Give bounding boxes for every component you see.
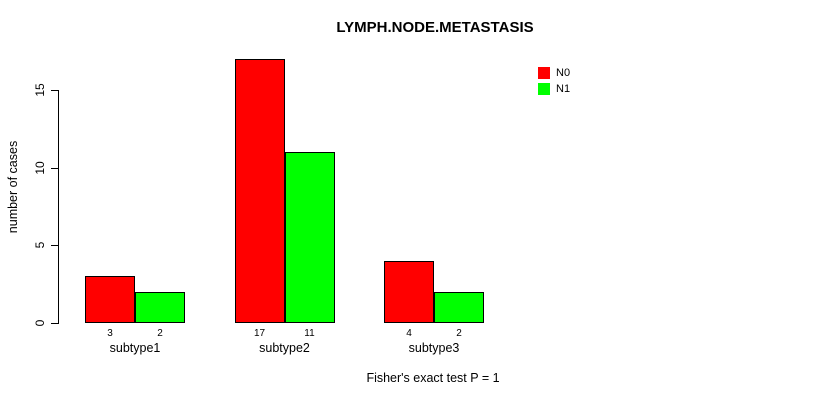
legend-item-n0: N0 [538,65,570,81]
y-axis-tick-label: 15 [33,83,47,97]
y-axis-tick [51,167,58,169]
y-axis-tick [51,245,58,247]
legend-label-n1: N1 [556,83,571,95]
y-axis-tick [51,323,58,324]
bar-value-label: 2 [456,328,462,339]
bar-value-label: 17 [253,328,266,339]
bar-value-label: 4 [406,328,412,339]
legend-label-n0: N0 [556,67,571,79]
chart-title: LYMPH.NODE.METASTASIS [336,19,534,36]
bar-value-label: 11 [304,328,315,339]
bar-value-label: 2 [157,328,163,339]
y-axis-tick-label: 10 [33,161,47,175]
y-axis-tick-label: 0 [33,319,47,327]
y-axis-tick-label: 5 [33,242,47,249]
legend: N0 N1 [538,65,570,97]
bar-value-label: 3 [107,328,113,339]
category-label: subtype3 [408,341,460,355]
bar [85,276,135,323]
bar [135,291,185,323]
legend-swatch-n1 [538,83,550,95]
bar [284,152,335,323]
bar [384,260,434,323]
legend-swatch-n0 [538,67,550,79]
y-axis-line [58,90,59,324]
category-label: subtype2 [259,341,310,355]
y-axis-label: number of cases [6,140,20,234]
category-label: subtype1 [109,341,161,355]
bar [434,291,484,323]
footer-text: Fisher's exact test P = 1 [366,371,500,385]
y-axis-tick [51,90,58,92]
legend-item-n1: N1 [538,81,570,97]
bar [234,58,285,323]
